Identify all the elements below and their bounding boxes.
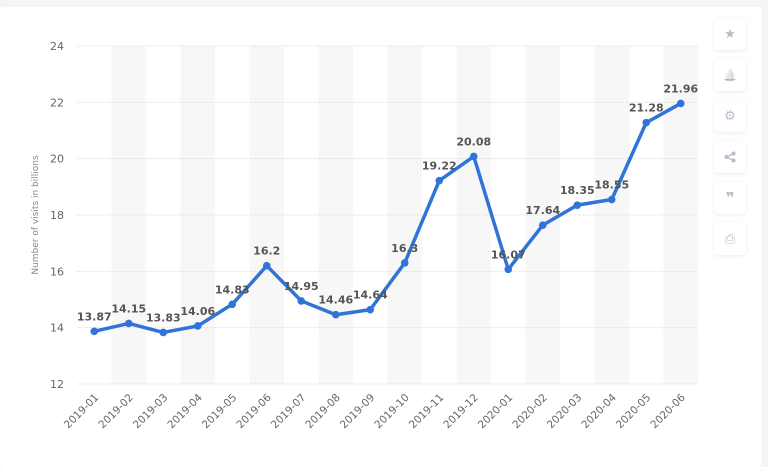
- y-tick-label: 24: [50, 40, 64, 53]
- data-label: 14.15: [111, 302, 146, 315]
- data-point[interactable]: [124, 319, 133, 328]
- data-label: 13.83: [146, 311, 181, 324]
- cite-button[interactable]: ❞: [714, 182, 746, 214]
- x-tick-label: 2019-11: [407, 392, 447, 432]
- data-label: 16.2: [253, 245, 280, 258]
- category-band: [663, 46, 698, 384]
- data-label: 14.64: [353, 289, 388, 302]
- x-tick-label: 2020-06: [648, 391, 688, 431]
- x-tick-label: 2019-12: [441, 392, 481, 432]
- data-point[interactable]: [90, 327, 99, 336]
- data-point[interactable]: [469, 152, 478, 161]
- data-point[interactable]: [262, 261, 271, 270]
- x-tick-label: 2019-04: [165, 391, 205, 431]
- bell-icon: 🔔: [723, 68, 737, 82]
- share-button[interactable]: [714, 141, 746, 173]
- x-tick-label: 2019-09: [338, 392, 378, 432]
- data-label: 16.07: [491, 248, 526, 261]
- x-tick-label: 2020-04: [579, 391, 619, 431]
- data-label: 17.64: [525, 204, 560, 217]
- data-point[interactable]: [297, 297, 306, 305]
- x-tick-label: 2020-01: [476, 392, 516, 432]
- print-button[interactable]: ⎙: [714, 223, 746, 255]
- chart-card: 12 14 16 18 20 22 24 Number of visits in billio…: [0, 7, 762, 467]
- data-point[interactable]: [573, 201, 582, 209]
- x-tick-label: 2019-07: [269, 392, 309, 432]
- data-point[interactable]: [400, 259, 409, 267]
- quote-icon: ❞: [725, 189, 735, 207]
- x-tick-label: 2020-05: [614, 392, 654, 432]
- gear-icon: ⚙: [724, 108, 736, 124]
- data-point[interactable]: [504, 265, 513, 274]
- data-label: 19.22: [422, 160, 457, 173]
- favorite-button[interactable]: ★: [714, 18, 746, 50]
- x-tick-label: 2019-10: [372, 392, 412, 432]
- data-point[interactable]: [676, 99, 685, 108]
- category-band: [387, 46, 422, 384]
- y-tick-label: 12: [50, 378, 64, 391]
- data-point[interactable]: [331, 310, 340, 319]
- category-band: [111, 46, 146, 384]
- data-point[interactable]: [538, 221, 547, 229]
- y-tick-label: 18: [50, 209, 64, 222]
- data-point[interactable]: [159, 328, 168, 337]
- x-tick-label: 2020-03: [545, 392, 585, 432]
- y-tick-label: 22: [50, 96, 64, 109]
- data-label: 18.55: [594, 179, 629, 192]
- x-tick-label: 2020-02: [510, 392, 550, 432]
- series-line: [93, 101, 682, 335]
- data-label: 21.96: [663, 82, 698, 95]
- category-band: [249, 46, 284, 384]
- data-point[interactable]: [607, 195, 616, 204]
- y-axis-title: Number of visits in billions: [31, 155, 41, 275]
- data-label: 21.28: [629, 102, 664, 115]
- data-label: 16.3: [391, 242, 418, 255]
- x-tick-label: 2019-05: [200, 392, 240, 432]
- share-icon: [724, 151, 736, 163]
- y-tick-label: 14: [50, 322, 64, 335]
- star-icon: ★: [724, 26, 736, 42]
- data-label: 14.46: [318, 294, 353, 307]
- x-tick-label: 2019-02: [96, 392, 136, 432]
- data-point[interactable]: [642, 118, 651, 127]
- x-tick-label: 2019-06: [234, 391, 274, 431]
- action-sidebar: ★ 🔔 ⚙ ❞ ⎙: [714, 18, 750, 264]
- data-label: 14.95: [284, 280, 319, 293]
- settings-button[interactable]: ⚙: [714, 100, 746, 132]
- x-tick-label: 2019-03: [131, 392, 171, 432]
- data-point[interactable]: [435, 176, 444, 185]
- data-label: 14.06: [180, 305, 215, 318]
- line-chart: 12 14 16 18 20 22 24 Number of visits in billio…: [31, 40, 698, 432]
- data-label: 18.35: [560, 184, 595, 197]
- y-tick-label: 20: [50, 153, 64, 166]
- data-point[interactable]: [366, 305, 375, 314]
- x-tick-label: 2019-08: [303, 392, 343, 432]
- data-label: 20.08: [456, 135, 491, 148]
- x-tick-label: 2019-01: [62, 392, 102, 432]
- data-label: 14.83: [215, 283, 250, 296]
- data-point[interactable]: [193, 322, 202, 330]
- data-label: 13.87: [77, 310, 112, 323]
- print-icon: ⎙: [724, 231, 736, 247]
- notification-button[interactable]: 🔔: [714, 59, 746, 91]
- data-point[interactable]: [228, 300, 237, 309]
- y-tick-label: 16: [50, 265, 64, 278]
